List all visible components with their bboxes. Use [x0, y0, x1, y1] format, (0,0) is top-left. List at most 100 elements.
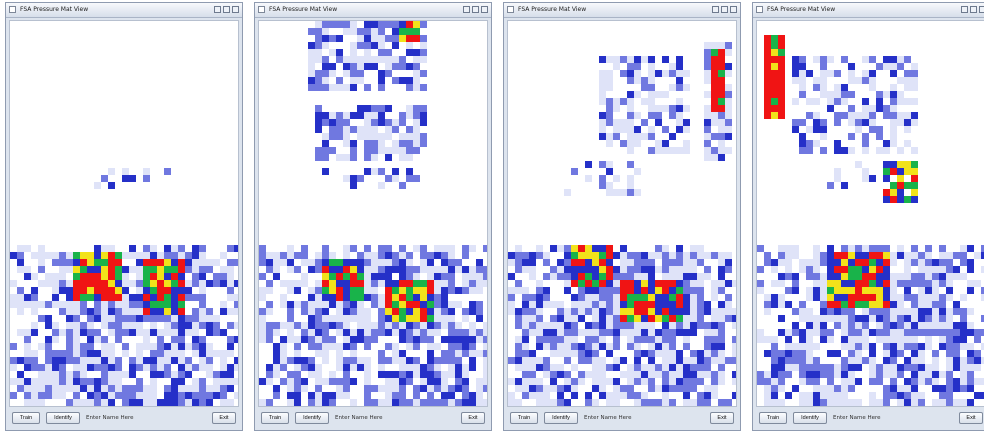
minimize-icon[interactable] [961, 6, 968, 13]
identify-button[interactable]: Identify [46, 412, 80, 424]
pressure-cell [227, 294, 234, 301]
pressure-cell [557, 329, 564, 336]
pressure-cell [848, 280, 855, 287]
pressure-cell [185, 322, 192, 329]
pressure-cell [641, 77, 648, 84]
pressure-cell [476, 350, 483, 357]
close-icon[interactable] [730, 6, 737, 13]
train-button[interactable]: Train [261, 412, 289, 424]
pressure-cell [848, 315, 855, 322]
pressure-cell [192, 315, 199, 322]
pressure-cell [357, 42, 364, 49]
pressure-cell [897, 175, 904, 182]
pressure-cell [974, 350, 981, 357]
pressure-cell [294, 322, 301, 329]
pressure-cell [939, 252, 946, 259]
pressure-cell [206, 357, 213, 364]
pressure-cell [771, 343, 778, 350]
exit-button[interactable]: Exit [212, 412, 236, 424]
pressure-cell [371, 154, 378, 161]
pressure-cell [683, 287, 690, 294]
pressure-cell [399, 154, 406, 161]
pressure-cell [669, 84, 676, 91]
pressure-cell [301, 322, 308, 329]
name-input[interactable] [584, 412, 704, 424]
pressure-cell [918, 329, 925, 336]
pressure-cell [897, 147, 904, 154]
pressure-cell [676, 273, 683, 280]
pressure-cell [385, 175, 392, 182]
name-input[interactable] [335, 412, 455, 424]
pressure-cell [420, 308, 427, 315]
pressure-cell [315, 266, 322, 273]
pressure-cell [806, 343, 813, 350]
close-icon[interactable] [481, 6, 488, 13]
train-button[interactable]: Train [12, 412, 40, 424]
pressure-cell [543, 392, 550, 399]
pressure-cell [185, 259, 192, 266]
pressure-cell [462, 280, 469, 287]
pressure-cell [17, 308, 24, 315]
pressure-cell [841, 392, 848, 399]
pressure-cell [315, 105, 322, 112]
identify-button[interactable]: Identify [544, 412, 578, 424]
pressure-cell [529, 252, 536, 259]
window-menu-icon[interactable] [258, 6, 265, 13]
pressure-cell [697, 399, 704, 406]
pressure-cell [648, 266, 655, 273]
pressure-cell [704, 63, 711, 70]
minimize-icon[interactable] [463, 6, 470, 13]
pressure-cell [648, 315, 655, 322]
maximize-icon[interactable] [721, 6, 728, 13]
exit-button[interactable]: Exit [959, 412, 983, 424]
minimize-icon[interactable] [712, 6, 719, 13]
pressure-cell [350, 350, 357, 357]
train-button[interactable]: Train [510, 412, 538, 424]
maximize-icon[interactable] [223, 6, 230, 13]
identify-button[interactable]: Identify [295, 412, 329, 424]
pressure-cell [143, 301, 150, 308]
pressure-cell [634, 168, 641, 175]
exit-button[interactable]: Exit [461, 412, 485, 424]
pressure-cell [648, 280, 655, 287]
close-icon[interactable] [979, 6, 984, 13]
pressure-cell [620, 140, 627, 147]
pressure-cell [662, 315, 669, 322]
window-menu-icon[interactable] [9, 6, 16, 13]
pressure-cell [136, 350, 143, 357]
pressure-cell [536, 364, 543, 371]
pressure-cell [711, 119, 718, 126]
close-icon[interactable] [232, 6, 239, 13]
name-input[interactable] [86, 412, 206, 424]
pressure-cell [469, 329, 476, 336]
pressure-cell [350, 357, 357, 364]
pressure-cell [911, 147, 918, 154]
maximize-icon[interactable] [472, 6, 479, 13]
pressure-cell [792, 77, 799, 84]
pressure-cell [806, 308, 813, 315]
minimize-icon[interactable] [214, 6, 221, 13]
pressure-cell [406, 322, 413, 329]
exit-button[interactable]: Exit [710, 412, 734, 424]
window-menu-icon[interactable] [507, 6, 514, 13]
pressure-cell [192, 336, 199, 343]
pressure-cell [350, 329, 357, 336]
pressure-cell [806, 322, 813, 329]
window-menu-icon[interactable] [756, 6, 763, 13]
pressure-cell [308, 84, 315, 91]
pressure-cell [427, 399, 434, 406]
pressure-cell [52, 357, 59, 364]
identify-button[interactable]: Identify [793, 412, 827, 424]
maximize-icon[interactable] [970, 6, 977, 13]
pressure-cell [771, 77, 778, 84]
pressure-cell [522, 259, 529, 266]
pressure-cell [620, 371, 627, 378]
pressure-cell [725, 63, 732, 70]
pressure-cell [662, 378, 669, 385]
pressure-cell [350, 343, 357, 350]
pressure-cell [52, 364, 59, 371]
name-input[interactable] [833, 412, 953, 424]
train-button[interactable]: Train [759, 412, 787, 424]
pressure-cell [813, 77, 820, 84]
pressure-cell [613, 98, 620, 105]
